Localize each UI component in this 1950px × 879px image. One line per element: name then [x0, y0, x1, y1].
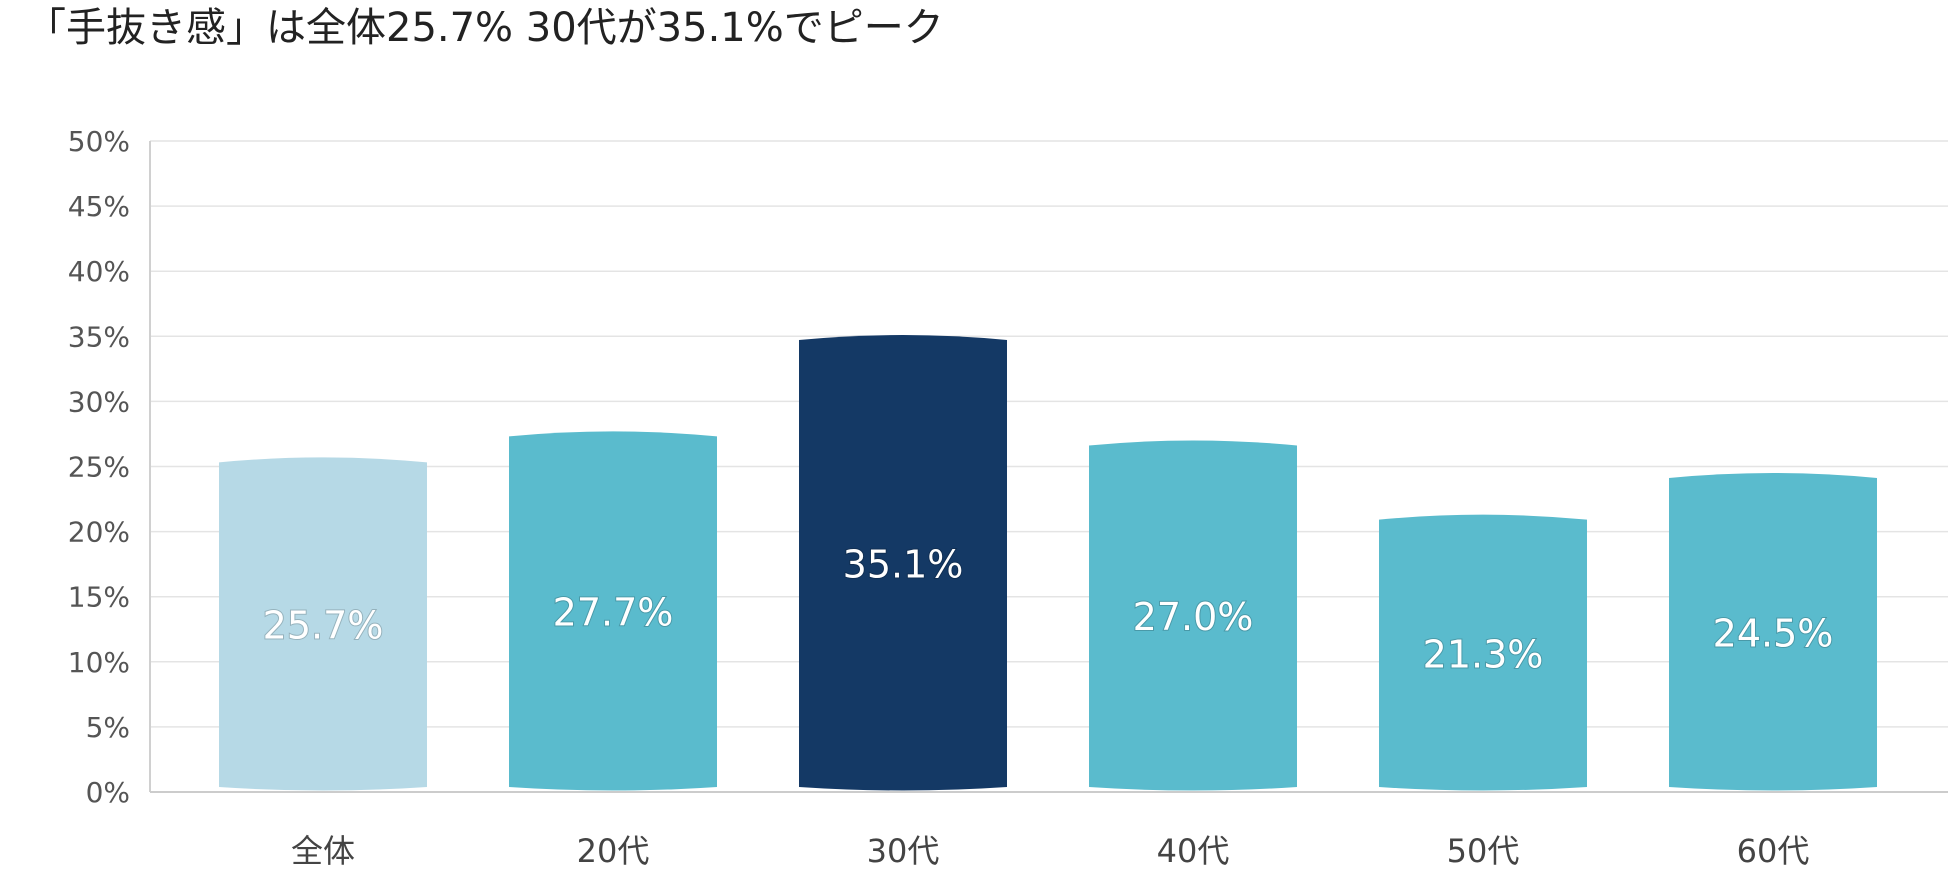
bar: [1669, 473, 1877, 791]
y-tick-label: 40%: [68, 255, 130, 288]
data-label: 27.0%: [1133, 595, 1254, 639]
category-label: 40代: [1157, 832, 1230, 870]
y-tick-label: 35%: [68, 320, 130, 353]
y-tick-label: 15%: [68, 581, 130, 614]
data-label: 24.5%: [1713, 612, 1834, 656]
y-tick-label: 20%: [68, 516, 130, 549]
data-label: 27.7%: [553, 591, 674, 635]
y-tick-label: 50%: [68, 125, 130, 158]
y-tick-label: 30%: [68, 385, 130, 418]
y-tick-labels: 0% 5% 10% 15% 20% 25% 30% 35% 40% 45% 50%: [68, 125, 130, 809]
category-label: 30代: [867, 832, 940, 870]
category-labels: 全体 20代 30代 40代 50代 60代: [291, 832, 1809, 870]
bar: [219, 457, 427, 791]
y-tick-label: 0%: [86, 776, 130, 809]
category-label: 全体: [291, 832, 355, 870]
y-tick-label: 45%: [68, 190, 130, 223]
bar: [509, 431, 717, 791]
bars: [219, 334, 1877, 791]
data-label: 25.7%: [263, 604, 384, 648]
y-tick-label: 25%: [68, 451, 130, 484]
gridlines: [150, 140, 1948, 728]
bar: [1379, 514, 1587, 791]
data-label: 21.3%: [1423, 632, 1544, 676]
category-label: 20代: [577, 832, 650, 870]
bar: [1089, 440, 1297, 791]
y-tick-label: 5%: [86, 711, 130, 744]
y-tick-label: 10%: [68, 646, 130, 679]
data-labels: 25.7% 27.7% 35.1% 27.0% 21.3% 24.5%: [262, 541, 1835, 677]
category-label: 60代: [1737, 832, 1810, 870]
chart-title: 「手抜き感」は全体25.7% 30代が35.1%でピーク: [26, 5, 944, 51]
data-label: 35.1%: [843, 542, 964, 586]
axes: [149, 141, 1948, 793]
bar: [799, 334, 1007, 791]
category-label: 50代: [1447, 832, 1520, 870]
